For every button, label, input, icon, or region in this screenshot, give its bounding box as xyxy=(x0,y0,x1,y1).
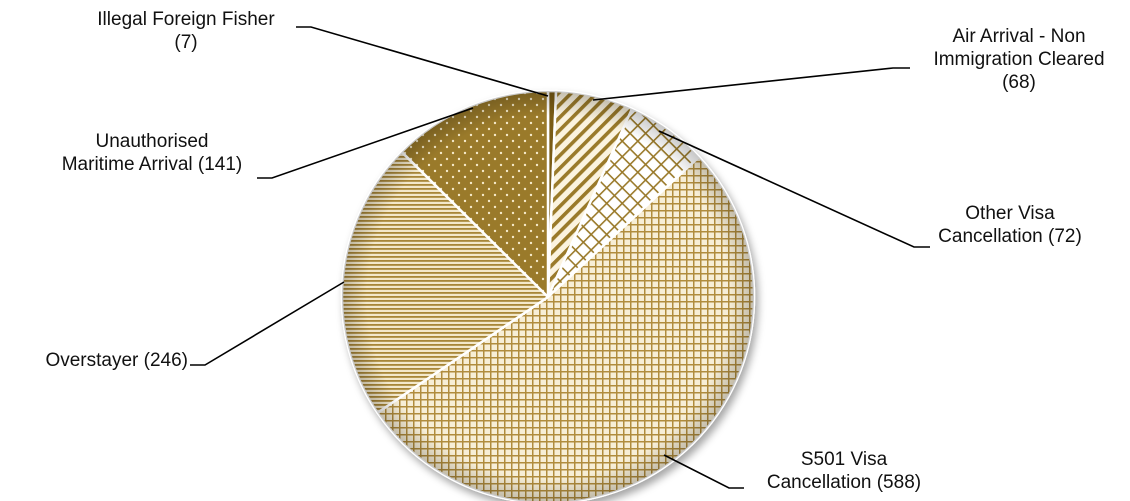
slice-label-line: S501 Visa xyxy=(800,449,888,470)
slice-label-line: Immigration Cleared xyxy=(933,49,1105,70)
slice-label-line: Overstayer (246) xyxy=(45,350,188,371)
slice-label-line: Illegal Foreign Fisher xyxy=(97,9,275,30)
slice-label: S501 Visa Cancellation (588) xyxy=(744,448,944,494)
slice-label-line: (7) xyxy=(174,32,198,53)
leader-line xyxy=(257,107,474,179)
leader-line xyxy=(190,281,345,366)
slice-label: Illegal Foreign Fisher (7) xyxy=(66,8,306,54)
leader-line xyxy=(592,67,910,101)
leader-line xyxy=(296,26,549,97)
slice-label: Overstayer (246) xyxy=(4,349,188,372)
pie-bevel xyxy=(342,91,754,501)
leader-line xyxy=(658,130,930,248)
slice-label-line: (68) xyxy=(1002,72,1036,93)
slice-label: Air Arrival - Non Immigration Cleared (68) xyxy=(912,25,1126,94)
slice-label-line: Cancellation (588) xyxy=(766,472,922,493)
slice-label: Other Visa Cancellation (72) xyxy=(915,202,1105,248)
leader-lines xyxy=(190,26,930,489)
slice-label-line: Cancellation (72) xyxy=(938,226,1082,247)
slice-label-line: Other Visa xyxy=(965,203,1055,224)
slice-label-line: Unauthorised xyxy=(95,131,209,152)
slice-label: Unauthorised Maritime Arrival (141) xyxy=(48,130,256,176)
leader-line xyxy=(663,454,744,489)
slice-label-line: Air Arrival - Non xyxy=(952,26,1086,47)
slice-label-line: Maritime Arrival (141) xyxy=(61,154,243,175)
